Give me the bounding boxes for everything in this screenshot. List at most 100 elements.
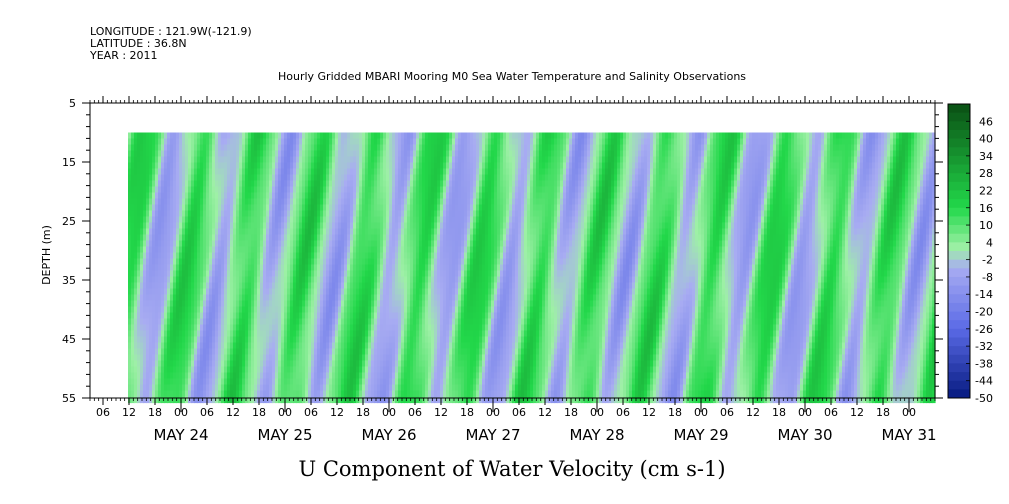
heatmap-cell: [206, 180, 210, 188]
heatmap-cell: [323, 354, 327, 362]
heatmap-cell: [443, 390, 447, 398]
heatmap-cell: [200, 252, 204, 260]
heatmap-cell: [173, 150, 177, 158]
heatmap-cell: [287, 198, 291, 206]
heatmap-cell: [179, 336, 183, 344]
heatmap-cell: [155, 318, 159, 326]
heatmap-cell: [239, 336, 243, 344]
heatmap-cell: [374, 342, 378, 350]
heatmap-cell: [311, 342, 315, 350]
heatmap-cell: [275, 288, 279, 296]
heatmap-cell: [335, 282, 339, 290]
heatmap-cell: [218, 342, 222, 350]
heatmap-cell: [143, 270, 147, 278]
heatmap-cell: [158, 192, 162, 200]
heatmap-cell: [317, 138, 321, 146]
heatmap-cell: [389, 132, 393, 140]
heatmap-cell: [200, 342, 204, 350]
heatmap-cell: [434, 246, 438, 254]
heatmap-cell: [329, 348, 333, 356]
heatmap-cell: [176, 294, 180, 302]
heatmap-cell: [329, 306, 333, 314]
heatmap-cell: [233, 132, 237, 140]
heatmap-cell: [248, 234, 252, 242]
heatmap-cell: [326, 222, 330, 230]
heatmap-cell: [134, 264, 138, 272]
heatmap-cell: [323, 186, 327, 194]
heatmap-cell: [167, 240, 171, 248]
heatmap-cell: [332, 264, 336, 272]
heatmap-cell: [245, 204, 249, 212]
heatmap-cell: [299, 366, 303, 374]
heatmap-cell: [455, 318, 459, 326]
heatmap-cell: [245, 330, 249, 338]
heatmap-cell: [215, 210, 219, 218]
heatmap-cell: [140, 342, 144, 350]
heatmap-cell: [434, 138, 438, 146]
heatmap-cell: [440, 300, 444, 308]
heatmap-cell: [308, 264, 312, 272]
heatmap-cell: [227, 252, 231, 260]
heatmap-cell: [359, 372, 363, 380]
heatmap-cell: [302, 228, 306, 236]
heatmap-cell: [209, 390, 213, 398]
heatmap-cell: [221, 300, 225, 308]
heatmap-cell: [251, 210, 255, 218]
heatmap-cell: [428, 264, 432, 272]
heatmap-cell: [314, 132, 318, 140]
heatmap-cell: [350, 234, 354, 242]
heatmap-cell: [359, 282, 363, 290]
heatmap-cell: [227, 186, 231, 194]
heatmap-cell: [263, 144, 267, 152]
heatmap-cell: [230, 258, 234, 266]
heatmap-cell: [236, 384, 240, 392]
heatmap-cell: [212, 198, 216, 206]
heatmap-cell: [353, 264, 357, 272]
heatmap-cell: [320, 348, 324, 356]
heatmap-cell: [230, 204, 234, 212]
heatmap-cell: [158, 240, 162, 248]
heatmap-cell: [413, 282, 417, 290]
heatmap-cell: [269, 384, 273, 392]
heatmap-cell: [377, 378, 381, 386]
heatmap-cell: [365, 180, 369, 188]
heatmap-cell: [143, 246, 147, 254]
heatmap-cell: [413, 252, 417, 260]
heatmap-cell: [377, 264, 381, 272]
heatmap-cell: [359, 354, 363, 362]
heatmap-cell: [176, 240, 180, 248]
heatmap-cell: [365, 216, 369, 224]
heatmap-cell: [368, 150, 372, 158]
heatmap-cell: [128, 288, 132, 296]
heatmap-cell: [317, 318, 321, 326]
heatmap-cell: [446, 174, 450, 182]
heatmap-cell: [137, 132, 141, 140]
heatmap-cell: [287, 132, 291, 140]
heatmap-cell: [176, 162, 180, 170]
heatmap-cell: [128, 168, 132, 176]
heatmap-cell: [128, 174, 132, 182]
heatmap-cell: [452, 312, 456, 320]
heatmap-cell: [212, 258, 216, 266]
heatmap-cell: [239, 354, 243, 362]
heatmap-cell: [401, 180, 405, 188]
heatmap-cell: [185, 324, 189, 332]
heatmap-cell: [146, 156, 150, 164]
heatmap-cell: [269, 186, 273, 194]
heatmap-cell: [248, 198, 252, 206]
heatmap-cell: [197, 294, 201, 302]
heatmap-cell: [275, 180, 279, 188]
heatmap-cell: [437, 324, 441, 332]
heatmap-cell: [161, 144, 165, 152]
heatmap-cell: [236, 192, 240, 200]
heatmap-cell: [137, 204, 141, 212]
heatmap-cell: [143, 138, 147, 146]
heatmap-cell: [137, 144, 141, 152]
heatmap-cell: [284, 318, 288, 326]
heatmap-cell: [308, 330, 312, 338]
heatmap-cell: [413, 366, 417, 374]
heatmap-cell: [218, 204, 222, 212]
heatmap-cell: [200, 384, 204, 392]
heatmap-cell: [176, 222, 180, 230]
heatmap-cell: [257, 360, 261, 368]
